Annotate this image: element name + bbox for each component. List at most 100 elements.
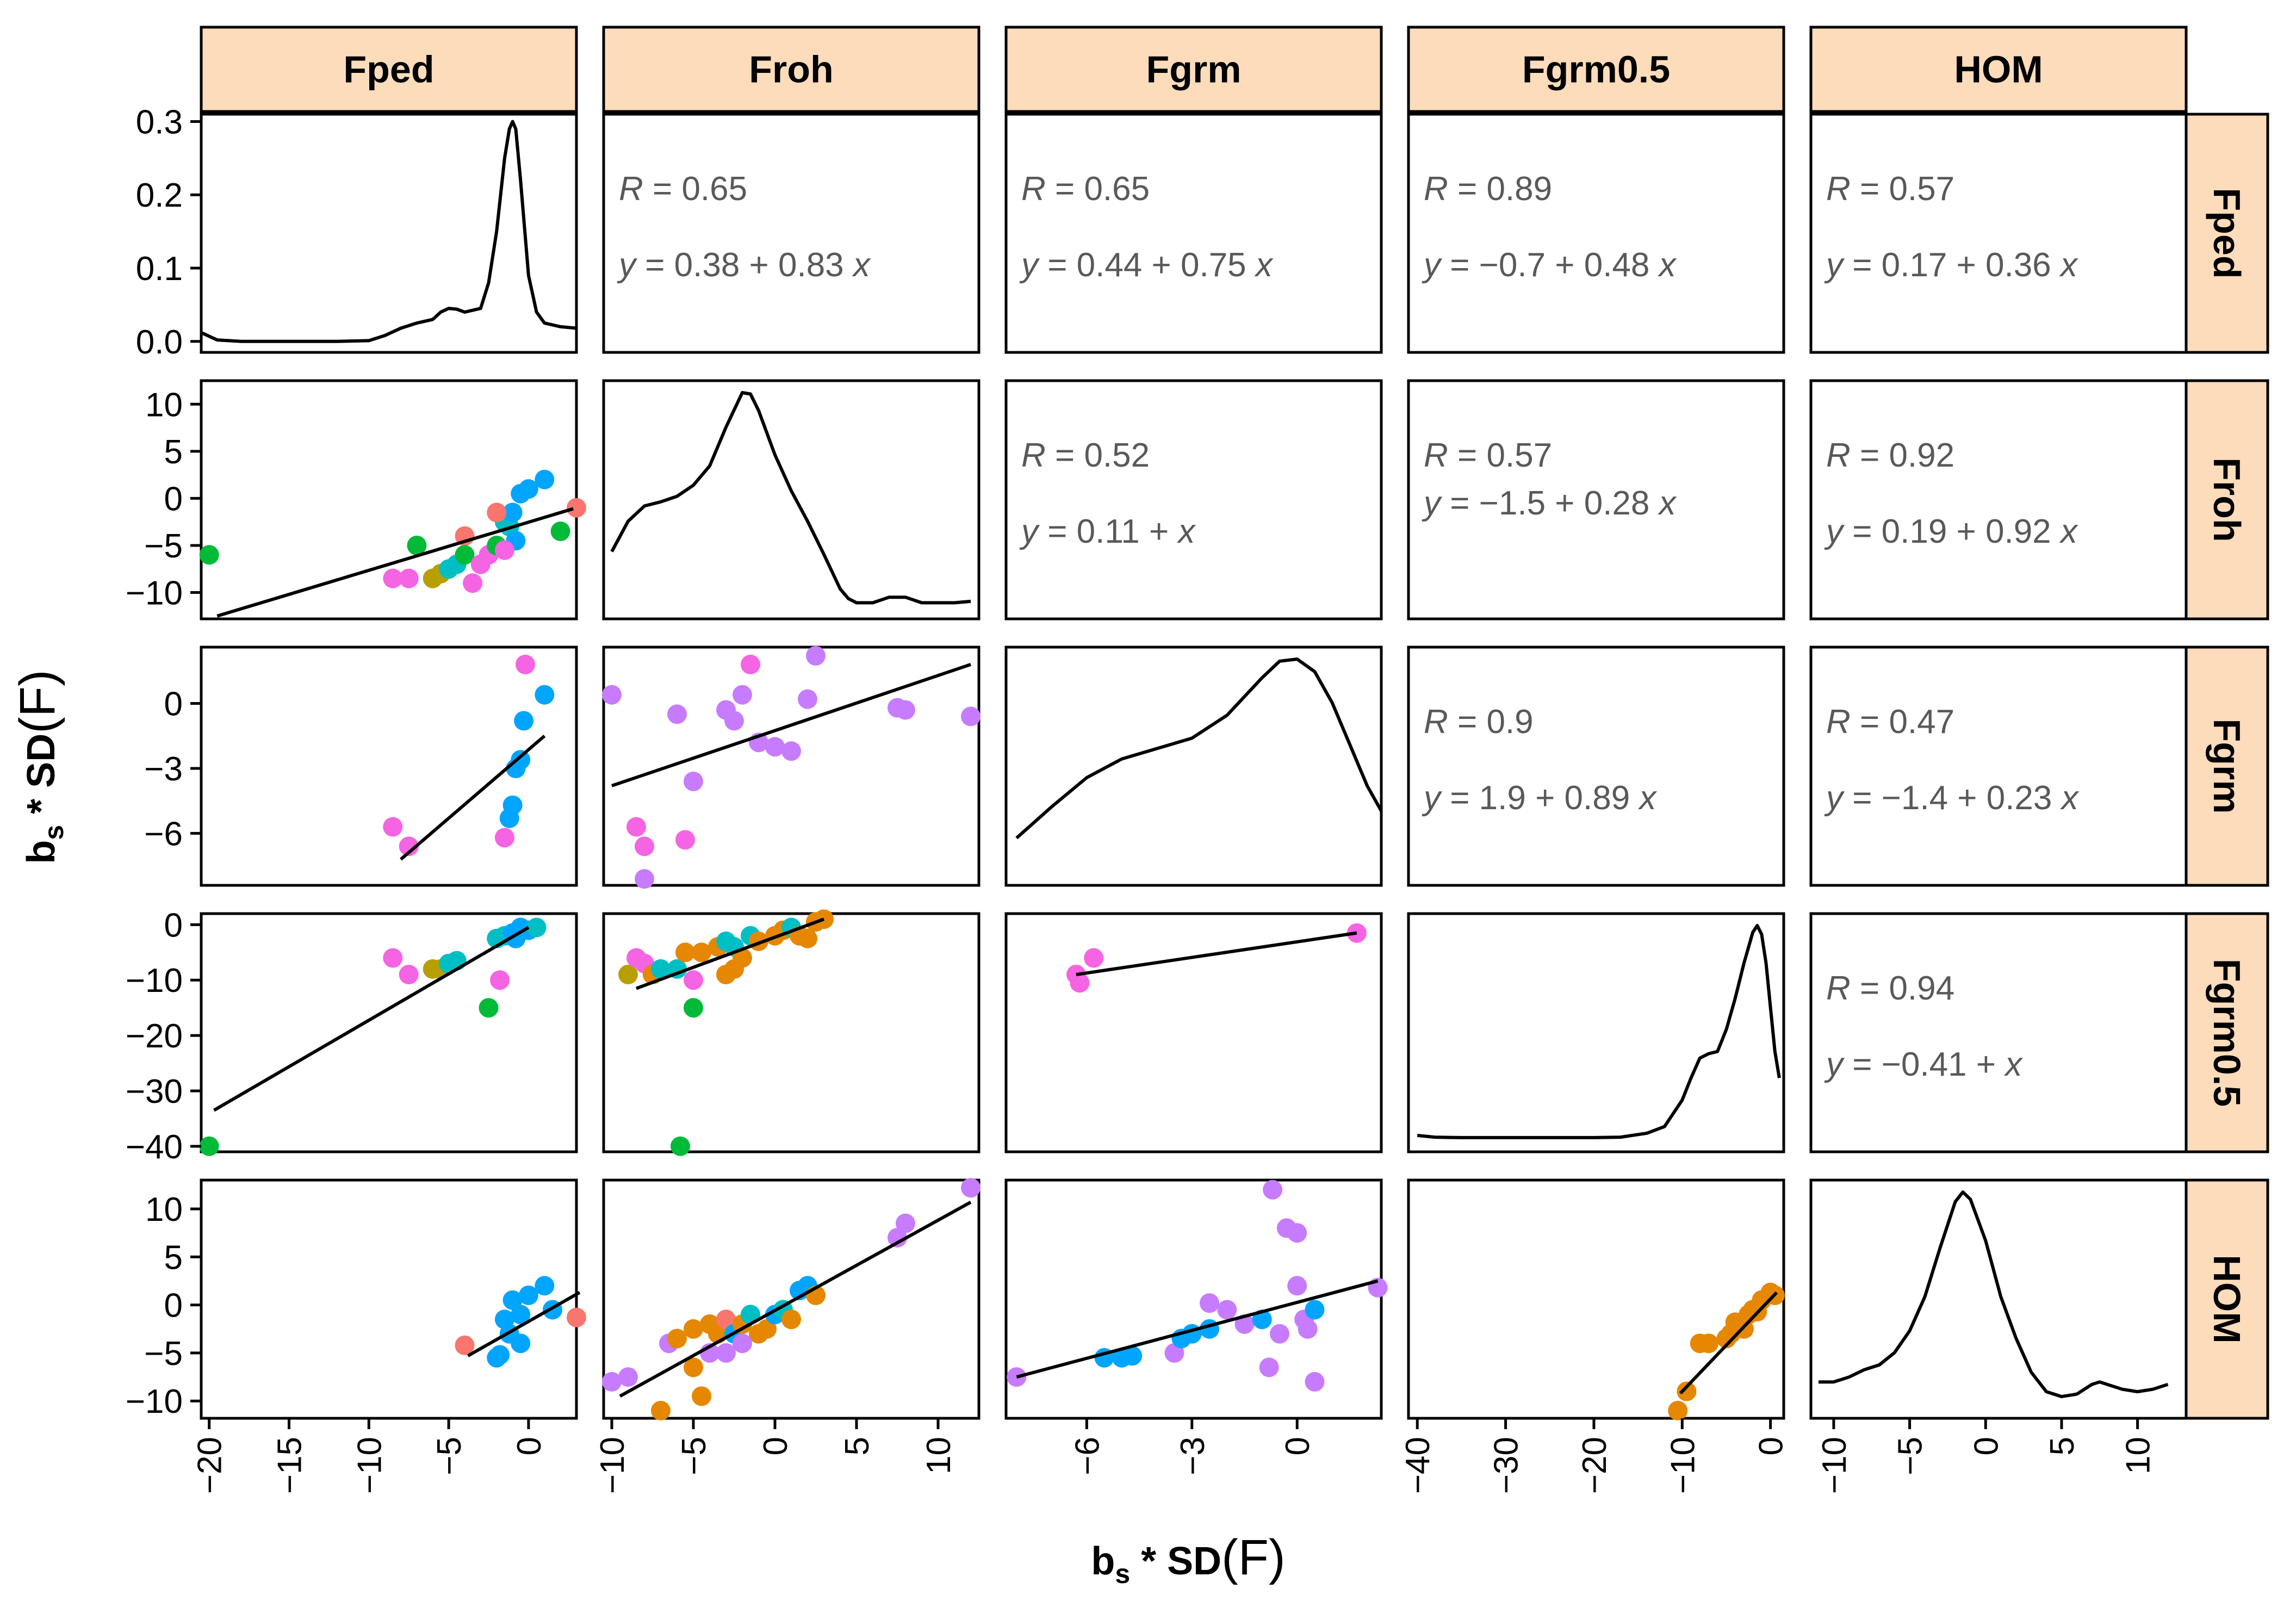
stat-equation: y = −1.5 + 0.28 x bbox=[1422, 485, 1677, 522]
regression-line bbox=[1679, 1291, 1778, 1395]
scatter-point bbox=[716, 1343, 736, 1363]
panel-4-3 bbox=[1407, 1178, 1785, 1420]
scatter-point bbox=[602, 1372, 622, 1392]
scatter-point bbox=[518, 1285, 538, 1305]
density-curve bbox=[1819, 1190, 2169, 1399]
row-strip-label: Froh bbox=[2206, 457, 2248, 542]
scatter-2-0 bbox=[383, 654, 555, 861]
scatter-point bbox=[1084, 948, 1104, 968]
scatter-point bbox=[896, 1213, 915, 1233]
x-tick-label: −5 bbox=[675, 1437, 713, 1475]
x-tick-label: −6 bbox=[1069, 1437, 1106, 1475]
panel-3-4 bbox=[1809, 912, 2188, 1153]
scatter-point bbox=[1007, 1367, 1027, 1387]
panel-0-3 bbox=[1407, 113, 1785, 354]
panel-0-4 bbox=[1809, 113, 2188, 354]
density-curve bbox=[200, 120, 577, 343]
panel-0-0 bbox=[200, 113, 578, 354]
x-tick-label: −10 bbox=[351, 1437, 388, 1494]
panel-border bbox=[1407, 379, 1785, 620]
scatter-point bbox=[684, 970, 703, 990]
panel-border bbox=[602, 912, 981, 1153]
panel-0-2 bbox=[1004, 113, 1383, 354]
scatter-point bbox=[798, 689, 817, 709]
scatter-point bbox=[455, 1335, 475, 1355]
scatter-point bbox=[399, 836, 419, 857]
scatter-point bbox=[684, 998, 703, 1018]
scatter-point bbox=[1677, 1381, 1697, 1401]
scatter-point bbox=[1263, 1180, 1283, 1200]
x-tick-label: −10 bbox=[1664, 1437, 1702, 1494]
scatter-point bbox=[1217, 1300, 1237, 1320]
row-strips: Fped Froh Fgrm Fgrm0.5 HOM bbox=[2185, 113, 2269, 1420]
panel-border bbox=[1809, 379, 2188, 620]
y-tick-label: −10 bbox=[126, 962, 183, 1000]
scatter-point bbox=[1270, 1324, 1289, 1344]
scatter-point bbox=[635, 836, 654, 857]
stat-equation: y = 0.38 + 0.83 x bbox=[617, 246, 871, 284]
row-strip-label: Fped bbox=[2206, 188, 2248, 278]
column-strip bbox=[1407, 26, 1785, 113]
panel-border bbox=[1407, 912, 1785, 1153]
stat-equation: y = −0.41 + x bbox=[1824, 1046, 2023, 1083]
y-tick-label: −5 bbox=[144, 528, 183, 565]
scatter-4-2 bbox=[1007, 1180, 1388, 1392]
x-tick-label: 5 bbox=[839, 1437, 876, 1455]
y-tick-label: −3 bbox=[144, 750, 183, 788]
y-tick-label: −6 bbox=[144, 815, 183, 853]
scatter-point bbox=[567, 1307, 586, 1327]
panel-1-1 bbox=[602, 379, 981, 620]
scatter-point bbox=[733, 1333, 752, 1354]
stat-r-value: R = 0.47 bbox=[1826, 703, 1954, 741]
scatter-point bbox=[526, 917, 547, 938]
x-tick-label: 0 bbox=[757, 1437, 795, 1455]
scatter-point bbox=[781, 1310, 801, 1330]
y-tick-label: −5 bbox=[144, 1335, 183, 1373]
column-strip bbox=[1004, 26, 1383, 113]
scatter-4-1 bbox=[602, 1178, 981, 1420]
x-tick-label: 10 bbox=[920, 1437, 958, 1474]
stat-r-value: R = 0.57 bbox=[1424, 437, 1552, 474]
stat-equation: y = 0.44 + 0.75 x bbox=[1019, 246, 1274, 284]
x-axis-title-main: b bbox=[1091, 1540, 1115, 1583]
scatter-point bbox=[463, 573, 483, 593]
scatter-point bbox=[490, 970, 510, 990]
panel-2-3 bbox=[1407, 646, 1785, 887]
panel-4-1 bbox=[602, 1178, 981, 1420]
column-strip-label: HOM bbox=[1954, 48, 2043, 91]
scatter-point bbox=[618, 965, 638, 984]
panel-3-3 bbox=[1407, 912, 1785, 1153]
y-tick-label: 0.0 bbox=[136, 324, 183, 361]
x-axis-title-sub: s bbox=[1115, 1559, 1130, 1589]
regression-line bbox=[619, 1200, 972, 1398]
stat-equation: y = 1.9 + 0.89 x bbox=[1422, 779, 1657, 817]
scatter-point bbox=[671, 1136, 690, 1156]
x-axis-title-paren: (F) bbox=[1221, 1530, 1285, 1585]
column-strips: Fped Froh Fgrm Fgrm0.5 HOM bbox=[200, 26, 2188, 113]
x-tick-label: −5 bbox=[431, 1437, 468, 1475]
scatter-point bbox=[1346, 923, 1367, 943]
y-axis-ticks: 0.0 0.1 0.2 0.3 10 5 0 −5 −10 0 −3 −6 0 −10 −20 −30 −40 1… bbox=[126, 103, 201, 1420]
y-tick-label: −20 bbox=[126, 1017, 183, 1055]
scatter-point bbox=[550, 522, 570, 541]
scatter-point bbox=[651, 959, 671, 979]
scatter-point bbox=[567, 498, 586, 518]
y-tick-label: 0 bbox=[164, 480, 183, 518]
scatter-point bbox=[407, 536, 427, 555]
scatter-point bbox=[399, 965, 419, 984]
panel-border bbox=[602, 1178, 981, 1420]
column-strip bbox=[602, 26, 981, 113]
scatter-3-0 bbox=[199, 917, 547, 1156]
y-tick-label: −10 bbox=[126, 575, 183, 612]
x-tick-label: 10 bbox=[2120, 1437, 2157, 1474]
scatter-4-0 bbox=[455, 1276, 586, 1368]
scatter-point bbox=[502, 1290, 523, 1310]
panel-border bbox=[602, 646, 981, 887]
x-tick-label: 0 bbox=[511, 1437, 548, 1455]
scatter-4-3 bbox=[1668, 1282, 1785, 1420]
scatter-point bbox=[1200, 1293, 1219, 1313]
scatter-point bbox=[675, 942, 695, 963]
scatter-point bbox=[1287, 1276, 1307, 1296]
stat-r-value: R = 0.57 bbox=[1826, 170, 1954, 208]
